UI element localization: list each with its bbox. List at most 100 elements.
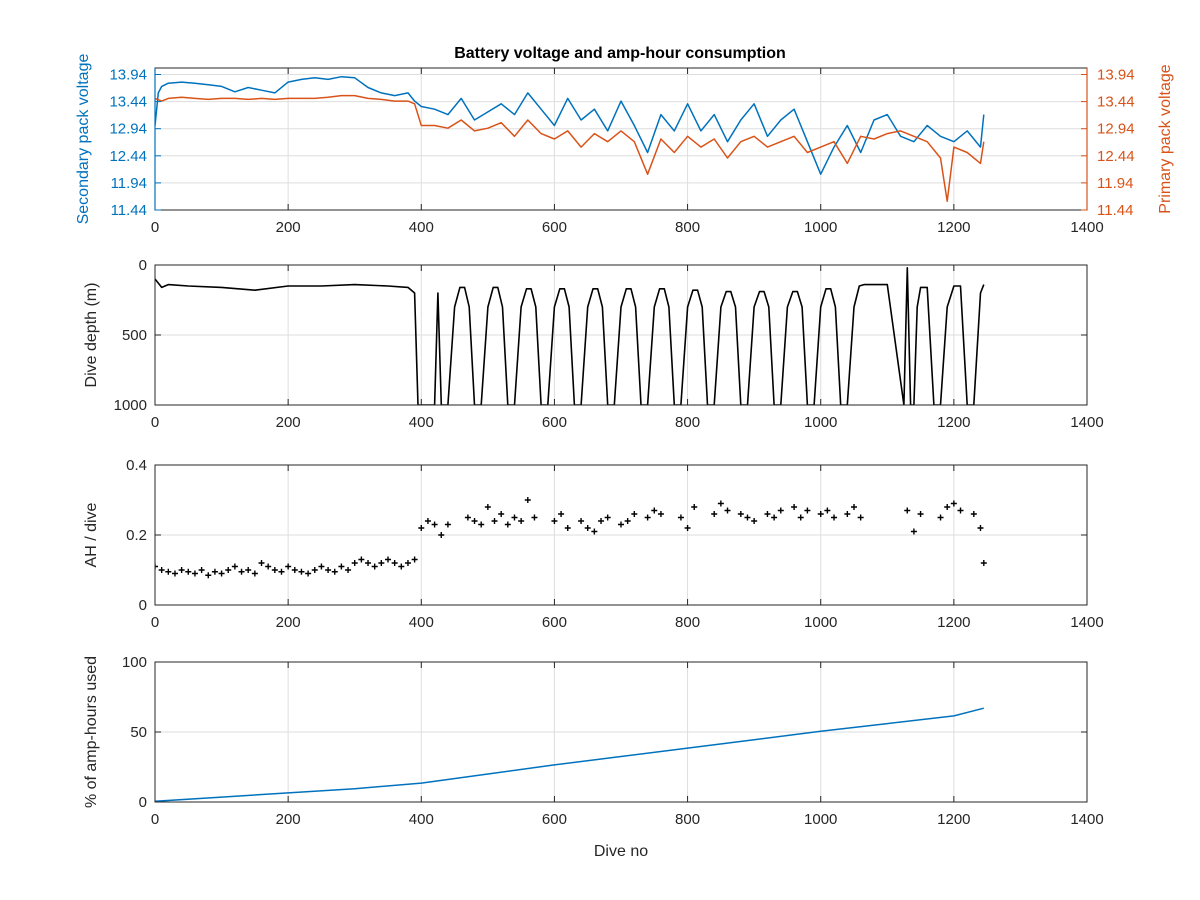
data-point: [391, 560, 398, 566]
x-tick-label: 1400: [1070, 811, 1103, 828]
plot-area: [155, 497, 987, 579]
data-point: [957, 507, 964, 514]
plot-area: [155, 707, 984, 802]
data-point: [205, 572, 212, 579]
data-point: [251, 570, 258, 577]
data-point: [904, 507, 911, 514]
data-point: [797, 514, 804, 521]
x-tick-label: 600: [542, 811, 567, 828]
data-point: [291, 567, 298, 573]
data-point: [271, 567, 278, 573]
data-point: [657, 511, 664, 517]
data-point: [404, 560, 411, 566]
data-point: [531, 514, 538, 521]
series-line-0: [155, 75, 985, 175]
data-point: [917, 511, 924, 517]
data-point: [737, 511, 744, 517]
x-axis-label: Dive no: [594, 843, 648, 860]
data-point: [504, 521, 511, 528]
y-tick-label: 13.44: [109, 94, 147, 111]
y-tick-label-right: 13.94: [1097, 67, 1135, 84]
y-tick-label: 12.44: [109, 148, 147, 165]
y-tick-label: 12.94: [109, 121, 147, 138]
data-point: [345, 567, 352, 573]
y-axis-label: % of amp-hours used: [83, 656, 100, 808]
x-tick-label: 1200: [937, 614, 970, 631]
data-point: [791, 504, 798, 510]
data-point: [265, 563, 272, 570]
data-point: [185, 568, 192, 575]
x-tick-label: 600: [542, 614, 567, 631]
y-tick-label-right: 11.94: [1097, 175, 1133, 192]
x-tick-label: 800: [675, 614, 700, 631]
data-point: [411, 556, 418, 563]
data-point: [598, 518, 605, 524]
data-point: [711, 511, 718, 517]
data-point: [777, 507, 784, 514]
y-tick-label-right: 11.44: [1097, 202, 1133, 219]
x-tick-label: 0: [151, 614, 159, 631]
data-point: [980, 560, 987, 566]
data-point: [278, 568, 285, 575]
data-point: [724, 507, 731, 514]
data-point: [398, 563, 405, 570]
data-point: [331, 568, 338, 575]
data-point: [691, 504, 698, 510]
data-point: [385, 556, 391, 563]
x-tick-label: 1000: [804, 219, 837, 236]
data-point: [831, 514, 838, 521]
y-tick-label: 13.94: [109, 67, 147, 84]
data-point: [584, 525, 591, 531]
x-tick-label: 1000: [804, 414, 837, 431]
y-tick-label: 0: [139, 597, 147, 614]
y-tick-label: 0.4: [126, 457, 147, 474]
data-point: [444, 521, 451, 528]
data-point: [498, 511, 505, 517]
data-point: [371, 563, 378, 570]
x-tick-label: 0: [151, 219, 159, 236]
data-point: [418, 525, 425, 531]
x-tick-label: 1200: [937, 219, 970, 236]
plot-area: [155, 266, 985, 405]
x-tick-label: 200: [276, 414, 301, 431]
data-point: [378, 560, 385, 566]
chart-title: Battery voltage and amp-hour consumption: [454, 45, 786, 62]
data-point: [970, 511, 977, 517]
data-point: [524, 497, 531, 503]
data-point: [305, 570, 312, 577]
data-point: [318, 563, 325, 570]
y-tick-label: 11.44: [111, 202, 147, 219]
depth-panel: 0 200 400 600 800 1000 1200 1400 0 500 1000 Dive de…: [83, 257, 1104, 431]
data-point: [518, 518, 525, 524]
data-point: [944, 504, 951, 510]
x-tick-label: 800: [675, 811, 700, 828]
data-point: [651, 507, 658, 514]
data-point: [424, 518, 431, 524]
series-line-0: [155, 707, 984, 802]
x-tick-label: 200: [276, 219, 301, 236]
y-tick-label: 50: [130, 724, 147, 741]
data-point: [298, 568, 305, 575]
y-axis-label: Dive depth (m): [83, 283, 100, 388]
data-point: [218, 570, 225, 577]
y-tick-label: 500: [122, 327, 147, 344]
data-point: [191, 570, 198, 577]
data-point: [817, 511, 824, 517]
x-tick-label: 600: [542, 219, 567, 236]
data-point: [604, 514, 611, 521]
data-point: [231, 563, 238, 570]
ah-per-dive-panel: 0 200 400 600 800 1000 1200 1400 0 0.2 0.4 AH / div…: [83, 457, 1104, 631]
x-tick-label: 200: [276, 614, 301, 631]
y-tick-label: 0: [139, 257, 147, 274]
x-tick-label: 0: [151, 414, 159, 431]
y-tick-label: 0.2: [126, 527, 147, 544]
data-point: [677, 514, 684, 521]
data-point: [551, 518, 558, 524]
y-axis-label-right: Primary pack voltage: [1157, 64, 1174, 213]
data-point: [338, 563, 345, 570]
data-point: [258, 560, 265, 566]
data-point: [365, 560, 372, 566]
data-point: [751, 518, 758, 524]
data-point: [225, 567, 232, 573]
